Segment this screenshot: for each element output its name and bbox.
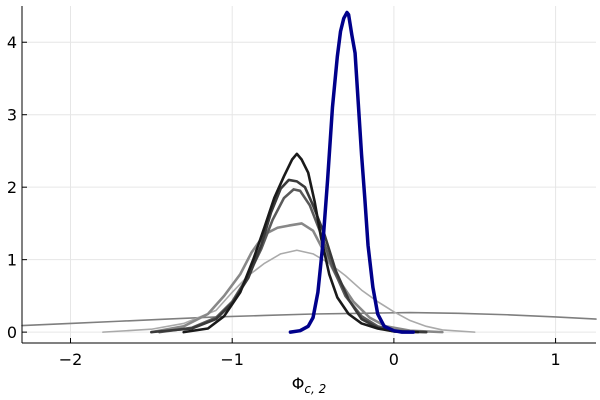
x-axis-title-main: Φ	[292, 374, 305, 393]
series-line-4	[158, 188, 428, 334]
series-line-3	[150, 222, 444, 334]
y-tick-label: 4	[7, 33, 17, 52]
y-tick-label: 3	[7, 106, 17, 125]
x-tick-label: 0	[389, 350, 399, 369]
x-axis-title: Φc, 2	[292, 374, 326, 396]
axes	[21, 6, 596, 344]
tick-labels: −2 −1 0 1 0 1 2 3 4	[7, 33, 561, 369]
y-tick-label: 0	[7, 323, 17, 342]
y-tick-label: 2	[7, 178, 17, 197]
y-tick-label: 1	[7, 251, 17, 270]
x-tick-label: −1	[220, 350, 244, 369]
x-tick-label: 1	[550, 350, 560, 369]
series-line-5	[150, 178, 428, 334]
series-line-2	[102, 249, 476, 333]
series-line-7	[288, 10, 416, 334]
series-group	[21, 10, 597, 334]
x-tick-label: −2	[59, 350, 83, 369]
x-axis-title-subscript: c, 2	[304, 382, 326, 396]
grid	[22, 6, 596, 343]
series-line-6	[182, 152, 420, 334]
